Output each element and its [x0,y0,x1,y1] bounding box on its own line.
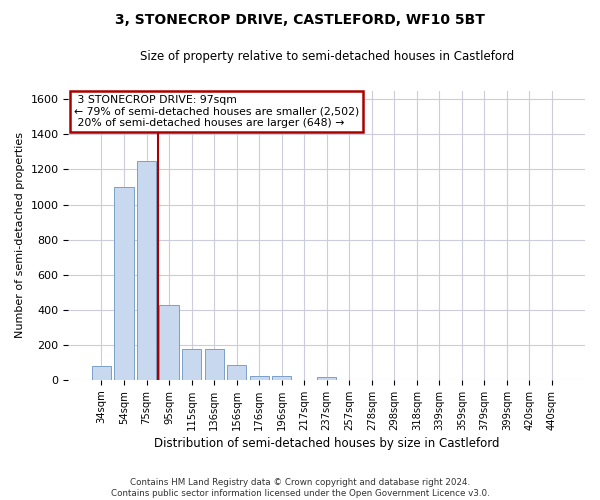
Bar [160,304,179,380]
Bar [250,376,269,380]
Y-axis label: Number of semi-detached properties: Number of semi-detached properties [15,132,25,338]
Bar [205,350,224,380]
Text: 3, STONECROP DRIVE, CASTLEFORD, WF10 5BT: 3, STONECROP DRIVE, CASTLEFORD, WF10 5BT [115,12,485,26]
Bar [137,160,156,380]
Bar [182,350,201,380]
Text: 3 STONECROP DRIVE: 97sqm
← 79% of semi-detached houses are smaller (2,502)
 20% : 3 STONECROP DRIVE: 97sqm ← 79% of semi-d… [74,95,359,128]
Text: Contains HM Land Registry data © Crown copyright and database right 2024.
Contai: Contains HM Land Registry data © Crown c… [110,478,490,498]
Title: Size of property relative to semi-detached houses in Castleford: Size of property relative to semi-detach… [140,50,514,63]
Bar [115,187,134,380]
Bar [272,376,291,380]
Bar [227,365,246,380]
Bar [317,378,336,380]
Bar [92,366,111,380]
X-axis label: Distribution of semi-detached houses by size in Castleford: Distribution of semi-detached houses by … [154,437,499,450]
